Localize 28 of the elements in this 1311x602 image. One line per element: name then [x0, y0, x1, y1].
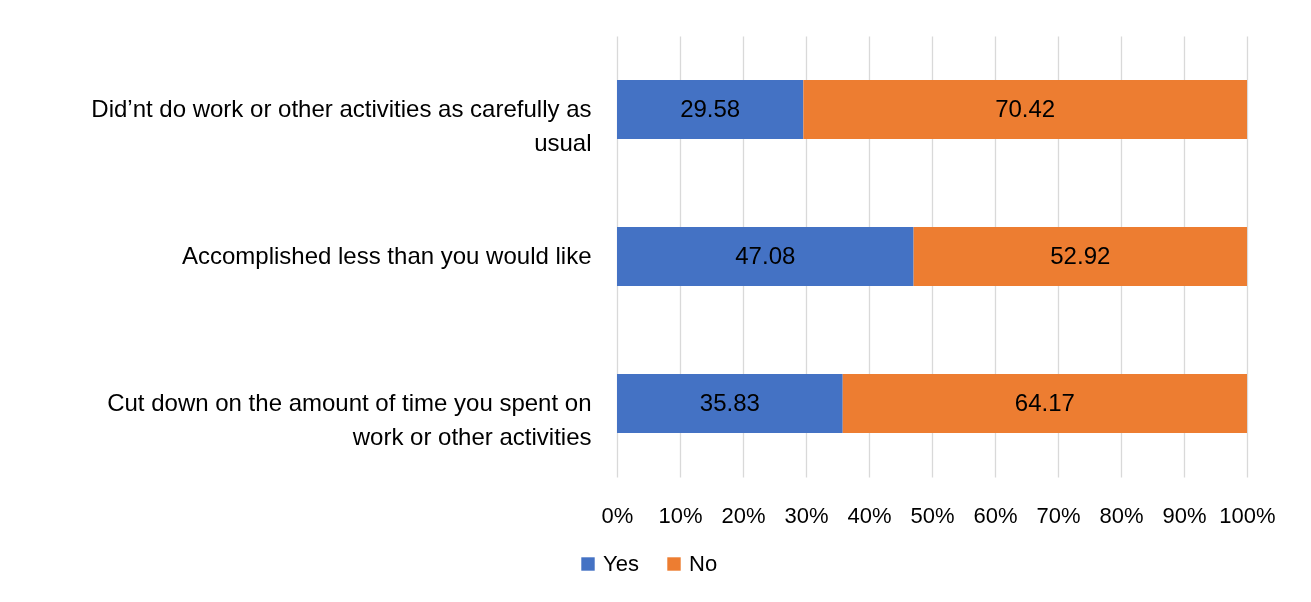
bar — [617, 80, 804, 139]
bar — [913, 227, 1247, 286]
x-tick-label: 20% — [721, 502, 766, 528]
x-tick-label: 50% — [910, 502, 955, 528]
y-tick-label: Cut down on the amount of time you spent on work or other activities — [107, 388, 592, 450]
y-tick-label: Did’nt do work or other activities as carefully as usual — [91, 94, 592, 156]
x-tick-label: 90% — [1162, 502, 1207, 528]
data-label: 29.58 — [680, 94, 741, 122]
x-tick-label: 80% — [1099, 502, 1144, 528]
legend-label: No — [689, 551, 718, 576]
x-tick-label: 10% — [658, 502, 703, 528]
x-tick-label: 30% — [784, 502, 829, 528]
x-tick-label: 0% — [601, 502, 634, 528]
data-label: 70.42 — [995, 94, 1056, 122]
x-tick-label: 70% — [1036, 502, 1081, 528]
bar — [803, 80, 1247, 139]
y-tick-label: Accomplished less than you would like — [181, 241, 592, 269]
legend-label: Yes — [603, 551, 639, 576]
bar — [617, 227, 914, 286]
data-label: 52.92 — [1050, 241, 1111, 269]
data-label: 47.08 — [735, 241, 796, 269]
bar — [617, 374, 843, 433]
x-tick-label: 60% — [973, 502, 1018, 528]
data-label: 35.83 — [699, 388, 760, 416]
data-label: 64.17 — [1014, 388, 1075, 416]
bar — [842, 374, 1247, 433]
x-tick-label: 100% — [1219, 502, 1276, 528]
x-tick-label: 40% — [847, 502, 892, 528]
